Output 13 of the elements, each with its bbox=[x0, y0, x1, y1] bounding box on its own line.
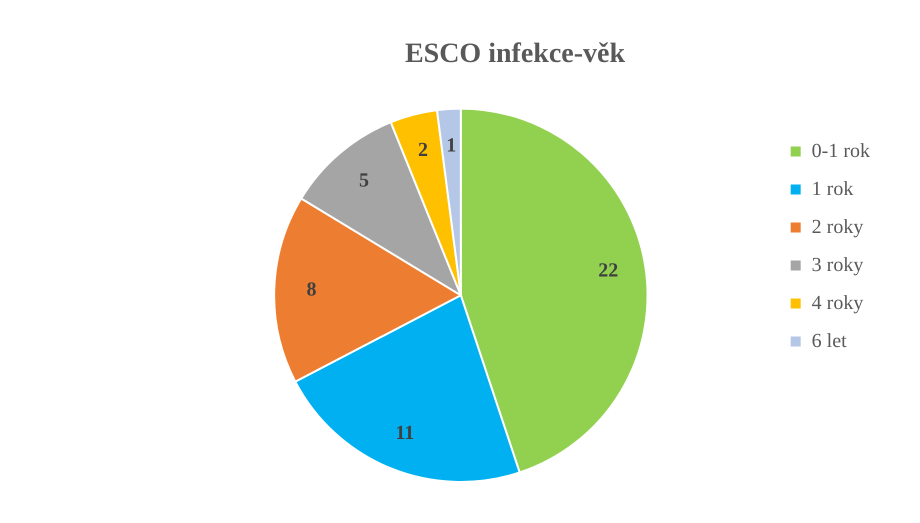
legend-label: 3 roky bbox=[812, 254, 864, 276]
data-label: 1 bbox=[446, 134, 456, 156]
legend-label: 1 rok bbox=[812, 178, 854, 200]
legend-label: 2 roky bbox=[812, 216, 864, 238]
data-label: 8 bbox=[306, 278, 317, 301]
chart-title: ESCO infekce-věk bbox=[404, 38, 626, 70]
legend-label: 6 let bbox=[812, 330, 848, 352]
legend-label: 0-1 rok bbox=[812, 140, 870, 162]
data-label: 2 bbox=[418, 138, 428, 161]
legend-label: 4 roky bbox=[812, 292, 864, 314]
data-label: 5 bbox=[359, 170, 370, 192]
data-label: 22 bbox=[598, 260, 618, 282]
data-label: 11 bbox=[395, 422, 414, 444]
